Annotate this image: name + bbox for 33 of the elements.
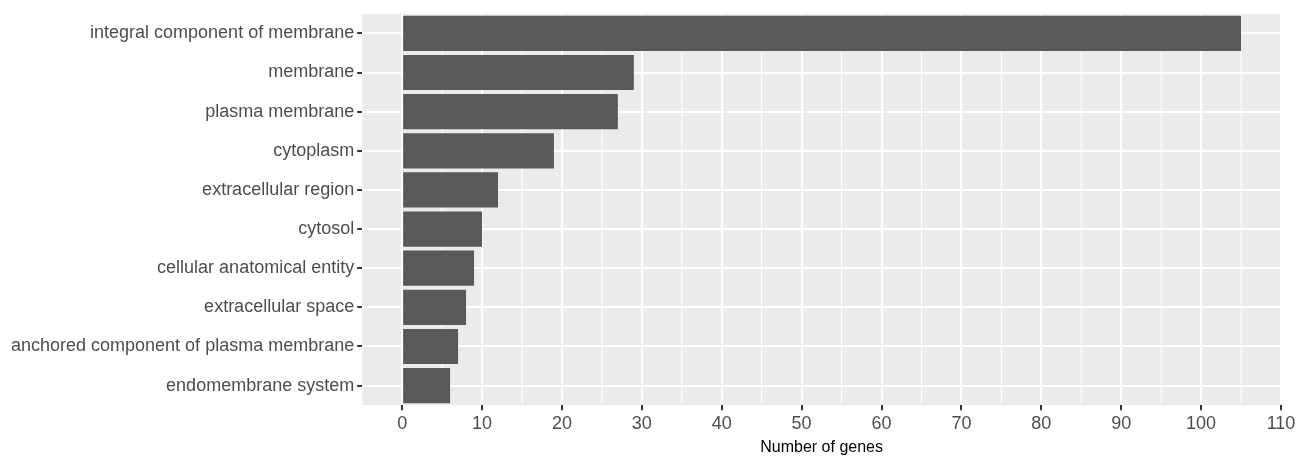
x-tick-label: 50 [791,412,812,433]
x-axis-title: Number of genes [760,437,883,455]
bar [403,54,634,91]
bar [403,289,467,325]
x-tick-label: 60 [871,412,892,433]
bar [403,15,1242,51]
x-tick-label: 110 [1266,412,1296,433]
x-tick-label: 20 [551,412,572,433]
bar [403,328,459,365]
y-tick-label: anchored component of plasma membrane [10,335,355,356]
x-tick-label: 70 [951,412,972,433]
y-tick-label: membrane [268,61,355,82]
y-tick-label: plasma membrane [205,100,355,121]
y-tick-label: extracellular region [202,178,355,199]
bar [403,211,483,247]
x-tick-label: 90 [1111,412,1132,433]
x-tick-label: 80 [1031,412,1052,433]
bar [403,368,451,404]
bar [403,133,554,169]
x-tick-label: 100 [1186,412,1217,433]
bar [403,250,475,286]
bar [403,172,499,208]
x-tick-label: 0 [397,412,408,433]
x-tick-label: 30 [631,412,652,433]
y-tick-label: endomembrane system [166,374,355,395]
y-tick-label: cytosol [298,218,355,239]
y-tick-label: extracellular space [204,296,355,317]
x-tick-label: 40 [711,412,732,433]
bar [403,94,618,130]
x-tick-label: 10 [472,412,493,433]
y-tick-label: cytoplasm [273,139,355,160]
y-tick-label: cellular anatomical entity [157,257,355,278]
y-tick-label: integral component of membrane [90,22,355,43]
